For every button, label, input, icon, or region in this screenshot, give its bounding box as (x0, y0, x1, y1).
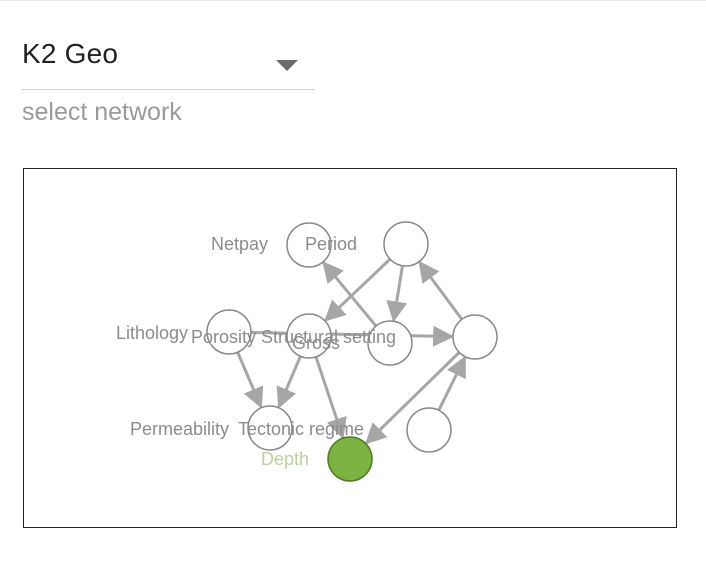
graph-edge-lithology-to-unnamed_right (250, 325, 455, 347)
graph-node-unnamed-top[interactable] (383, 221, 429, 267)
network-select-value[interactable]: K2 Geo (22, 38, 119, 69)
graph-node-porosity[interactable] (286, 313, 332, 359)
network-graph[interactable]: Netpay Period Lithology Porosity GrossStruct… (24, 169, 678, 529)
graph-node-depth[interactable] (327, 436, 373, 482)
graph-node-label-tectonic-regime: Tectonic regime (238, 419, 364, 439)
graph-node-permeability[interactable] (247, 405, 293, 451)
graph-node-label-permeability: Permeability (130, 419, 229, 439)
graph-node-label-lithology: Lithology (116, 323, 188, 343)
graph-nodes[interactable] (206, 221, 498, 482)
graph-node-unnamed-right[interactable] (452, 314, 498, 360)
graph-node-unnamed-bottom[interactable] (406, 407, 452, 453)
graph-edge-porosity-to-permeability (276, 355, 302, 409)
graph-node-lithology[interactable] (206, 309, 252, 355)
graph-edges (236, 258, 467, 445)
network-select-underline (22, 89, 315, 90)
network-graph-panel[interactable]: Netpay Period Lithology Porosity Gross Struct… (23, 168, 677, 528)
graph-edge-unnamed_top-to-porosity (324, 258, 392, 322)
graph-node-label-structural-setting: Structural setting (261, 327, 396, 347)
network-select[interactable]: K2 Geo (22, 28, 315, 90)
graph-edge-lithology-to-permeability (236, 351, 264, 409)
graph-edge-porosity-to-depth (314, 356, 347, 440)
graph-node-structural-setting[interactable] (367, 320, 413, 366)
graph-edge-unnamed_bottom-to-unnamed_right (437, 355, 467, 411)
graph-node-label-depth: Depth (261, 449, 309, 469)
graph-node-label-porosity: Porosity (191, 327, 256, 347)
graph-edge-unnamed_right-to-depth (364, 351, 461, 445)
graph-node-label-netpay: Netpay (211, 234, 268, 254)
graph-edge-structural_setting-to-period (322, 261, 378, 327)
graph-node-label-gross: Gross (292, 333, 340, 353)
graph-node-label-period: Period (305, 234, 357, 254)
graph-node-netpay[interactable] (286, 222, 332, 268)
network-select-helper-text: select network (22, 98, 182, 126)
chevron-down-icon[interactable] (276, 60, 298, 71)
top-divider (0, 0, 706, 1)
graph-labels: Netpay Period Lithology Porosity GrossStruct… (116, 234, 396, 469)
graph-edge-unnamed_top-to-structural_setting (386, 265, 408, 323)
graph-edge-unnamed_right-to-unnamed_top (418, 260, 464, 321)
